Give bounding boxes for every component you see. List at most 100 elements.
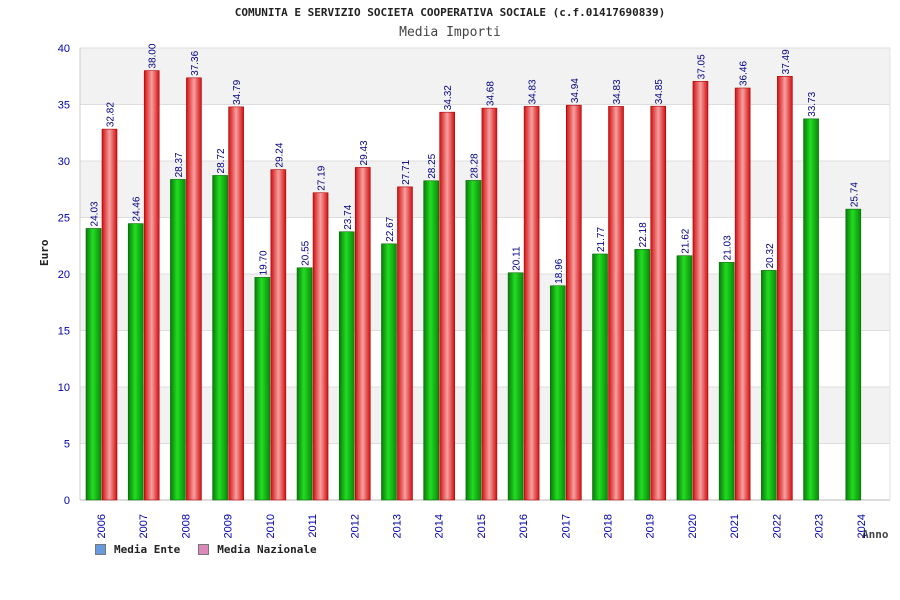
data-label: 38.00 <box>148 43 159 68</box>
bar-media-nazionale <box>186 77 202 501</box>
data-label: 18.96 <box>554 258 565 283</box>
data-label: 28.28 <box>469 153 480 178</box>
bar-media-nazionale <box>523 106 540 501</box>
x-tick-label: 2008 <box>180 514 192 538</box>
data-label: 36.46 <box>739 61 750 86</box>
x-tick-label: 2021 <box>729 514 741 538</box>
bar-media-ente <box>550 285 566 501</box>
y-tick-label: 5 <box>64 439 70 451</box>
bar-media-nazionale <box>101 128 118 501</box>
bar-media-nazionale <box>354 167 371 501</box>
data-label: 27.71 <box>401 159 412 184</box>
data-label: 32.82 <box>106 102 117 127</box>
x-tick-label: 2006 <box>96 514 108 538</box>
bar-media-ente <box>845 208 862 501</box>
bar-media-nazionale <box>312 192 329 501</box>
x-tick-label: 2017 <box>560 514 572 538</box>
bar-media-nazionale <box>270 169 287 501</box>
bar-media-ente <box>423 180 439 501</box>
x-tick-label: 2009 <box>223 514 235 538</box>
data-label: 28.72 <box>216 148 227 173</box>
grid-band <box>80 48 890 105</box>
data-label: 27.19 <box>317 165 328 190</box>
bar-media-nazionale <box>566 104 582 501</box>
bar-media-ente <box>254 277 271 501</box>
chart-title: COMUNITA E SERVIZIO SOCIETA COOPERATIVA … <box>234 6 666 19</box>
data-label: 34.94 <box>570 78 581 103</box>
data-label: 24.03 <box>90 201 101 226</box>
x-tick-label: 2024 <box>856 514 868 538</box>
chart-subtitle: Media Importi <box>399 25 501 40</box>
legend-item-ente: Media Ente <box>95 543 180 556</box>
bar-media-ente <box>803 118 819 501</box>
legend-label-ente: Media Ente <box>114 543 181 556</box>
bar-media-nazionale <box>228 106 244 501</box>
legend-swatch-ente <box>95 544 106 555</box>
data-label: 20.55 <box>301 240 312 265</box>
data-label: 24.46 <box>132 196 143 221</box>
bar-media-ente <box>296 267 313 501</box>
bar-media-nazionale <box>439 111 455 501</box>
y-tick-label: 20 <box>58 269 70 281</box>
data-label: 34.83 <box>528 79 539 104</box>
bar-media-ente <box>634 249 651 501</box>
bar-media-ente <box>85 228 102 501</box>
data-label: 22.67 <box>385 216 396 241</box>
data-label: 23.74 <box>343 204 354 229</box>
y-tick-label: 0 <box>64 495 70 507</box>
x-axis-ticks: 2006 2007 2008 2009 2010 2011 2012 2013 2014 2015… <box>96 514 868 538</box>
y-tick-label: 10 <box>58 382 70 394</box>
bar-media-ente <box>676 255 693 501</box>
data-label: 20.11 <box>512 246 523 271</box>
data-label: 29.24 <box>274 142 285 167</box>
x-tick-label: 2012 <box>349 514 361 538</box>
bar-media-ente <box>381 243 397 501</box>
y-tick-label: 25 <box>58 213 70 225</box>
data-label: 33.73 <box>807 91 818 116</box>
x-tick-label: 2023 <box>814 514 826 538</box>
bars: 24.03 32.82 24.46 38.00 28.37 37.36 28.72 34.79… <box>85 43 862 501</box>
bar-media-nazionale <box>734 87 751 501</box>
data-label: 25.74 <box>849 182 860 207</box>
data-label: 34.32 <box>443 85 454 110</box>
bar-media-ente <box>212 175 228 501</box>
bar-media-ente <box>465 180 482 501</box>
x-tick-label: 2010 <box>265 514 277 538</box>
x-tick-label: 2014 <box>434 514 446 538</box>
data-label: 21.62 <box>680 228 691 253</box>
y-axis-ticks: 0 5 10 15 20 25 30 35 40 <box>58 43 70 507</box>
data-label: 29.43 <box>359 140 370 165</box>
legend-label-nazionale: Media Nazionale <box>217 543 317 556</box>
data-label: 21.77 <box>596 227 607 252</box>
y-tick-label: 30 <box>58 156 70 168</box>
bar-media-ente <box>170 179 186 501</box>
data-label: 19.70 <box>258 250 269 275</box>
legend-item-nazionale: Media Nazionale <box>198 543 317 556</box>
bar-media-nazionale <box>692 81 709 501</box>
bar-media-nazionale <box>397 186 413 501</box>
bar-media-nazionale <box>481 107 498 501</box>
data-label: 37.05 <box>696 54 707 79</box>
x-tick-label: 2020 <box>687 514 699 538</box>
bar-media-nazionale <box>608 106 624 501</box>
bar-media-ente <box>592 253 608 501</box>
legend: Media Ente Media Nazionale <box>95 543 317 556</box>
x-tick-label: 2011 <box>307 514 319 538</box>
data-label: 37.49 <box>781 49 792 74</box>
y-tick-label: 35 <box>58 100 70 112</box>
data-label: 21.03 <box>723 235 734 260</box>
x-tick-label: 2013 <box>391 514 403 538</box>
data-label: 34.83 <box>612 79 623 104</box>
data-label: 34.79 <box>232 79 243 104</box>
data-label: 37.36 <box>190 50 201 75</box>
x-tick-label: 2016 <box>518 514 530 538</box>
bar-media-ente <box>761 270 777 501</box>
data-label: 34.85 <box>654 79 665 104</box>
bar-media-ente <box>507 272 524 501</box>
x-tick-label: 2015 <box>476 514 488 538</box>
bar-media-ente <box>127 223 144 501</box>
x-axis-label: Anno <box>862 528 889 541</box>
x-tick-label: 2022 <box>771 514 783 538</box>
y-tick-label: 15 <box>58 326 70 338</box>
